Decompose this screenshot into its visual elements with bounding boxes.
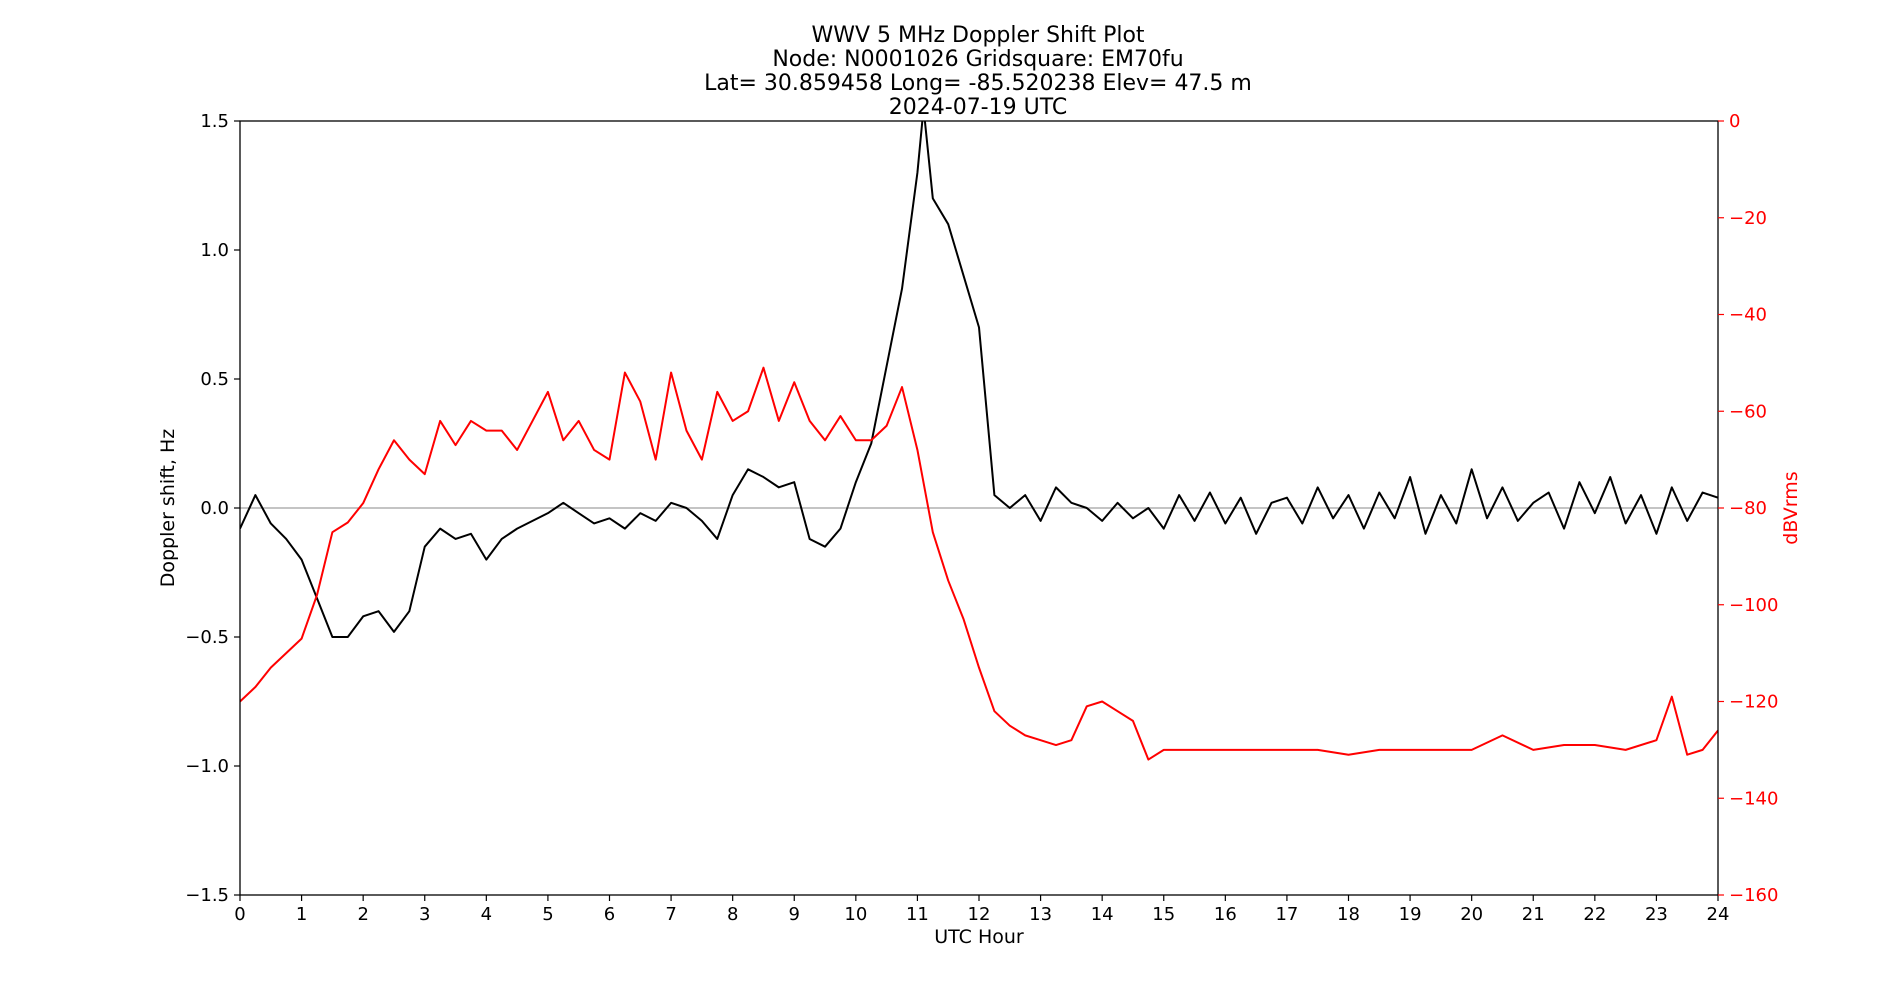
x-axis-label: UTC Hour — [934, 926, 1024, 948]
x-tick-label: 8 — [727, 904, 738, 925]
x-tick-label: 17 — [1275, 904, 1298, 925]
title-line-2: Node: N0001026 Gridsquare: EM70fu — [772, 47, 1183, 72]
y-right-tick-label: −40 — [1729, 305, 1767, 326]
y-right-tick-label: −20 — [1729, 208, 1767, 229]
series-layer — [240, 121, 1718, 761]
series-line-dbvrms — [240, 366, 1718, 761]
x-tick-label: 2 — [357, 904, 368, 925]
x-axis: 0 1 2 3 4 5 6 7 8 9 10 11 12 13 14 15 16 17 18 19 20 21 22 23 24 — [234, 895, 1729, 925]
x-tick-label: 19 — [1399, 904, 1422, 925]
x-tick-label: 4 — [481, 904, 492, 925]
y-right-tick-label: −100 — [1729, 595, 1778, 616]
x-tick-label: 18 — [1337, 904, 1360, 925]
y-left-tick-label: 1.0 — [200, 240, 229, 261]
y-right-tick-label: −120 — [1729, 692, 1778, 713]
x-tick-label: 10 — [844, 904, 867, 925]
y-right-tick-label: 0 — [1729, 111, 1740, 132]
y-left-tick-label: 1.5 — [200, 111, 229, 132]
y-left-tick-label: −0.5 — [185, 627, 229, 648]
x-tick-label: 15 — [1152, 904, 1175, 925]
title-line-1: WWV 5 MHz Doppler Shift Plot — [811, 23, 1144, 48]
x-tick-label: 1 — [296, 904, 307, 925]
y-right-tick-label: −60 — [1729, 401, 1767, 422]
x-tick-label: 0 — [234, 904, 245, 925]
chart-title: WWV 5 MHz Doppler Shift Plot Node: N0001… — [704, 23, 1252, 120]
y-left-tick-label: 0.5 — [200, 369, 229, 390]
x-tick-label: 12 — [968, 904, 991, 925]
x-tick-label: 3 — [419, 904, 430, 925]
x-tick-label: 24 — [1707, 904, 1730, 925]
y-axis-left-label: Doppler shift, Hz — [157, 429, 179, 588]
y-axis-left: 1.5 1.0 0.5 0.0 −0.5 −1.0 −1.5 — [185, 111, 240, 906]
x-tick-label: 14 — [1091, 904, 1114, 925]
x-tick-label: 7 — [665, 904, 676, 925]
x-tick-label: 9 — [789, 904, 800, 925]
y-left-tick-label: −1.5 — [185, 885, 229, 906]
x-tick-label: 21 — [1522, 904, 1545, 925]
x-tick-label: 23 — [1645, 904, 1668, 925]
y-left-tick-label: 0.0 — [200, 498, 229, 519]
y-right-tick-label: −80 — [1729, 498, 1767, 519]
x-tick-label: 13 — [1029, 904, 1052, 925]
title-line-4: 2024-07-19 UTC — [889, 95, 1067, 120]
y-right-tick-label: −140 — [1729, 788, 1778, 809]
x-tick-label: 6 — [604, 904, 615, 925]
x-tick-label: 20 — [1460, 904, 1483, 925]
y-axis-right: 0 −20 −40 −60 −80 −100 −120 −140 −160 — [1718, 111, 1778, 906]
title-line-3: Lat= 30.859458 Long= -85.520238 Elev= 47… — [704, 71, 1252, 96]
x-tick-label: 5 — [542, 904, 553, 925]
y-right-tick-label: −160 — [1729, 885, 1778, 906]
x-tick-label: 22 — [1583, 904, 1606, 925]
x-tick-label: 16 — [1214, 904, 1237, 925]
y-axis-right-label: dBVrms — [1780, 471, 1802, 544]
y-left-tick-label: −1.0 — [185, 756, 229, 777]
x-tick-label: 11 — [906, 904, 929, 925]
series-line-doppler — [240, 121, 1718, 638]
